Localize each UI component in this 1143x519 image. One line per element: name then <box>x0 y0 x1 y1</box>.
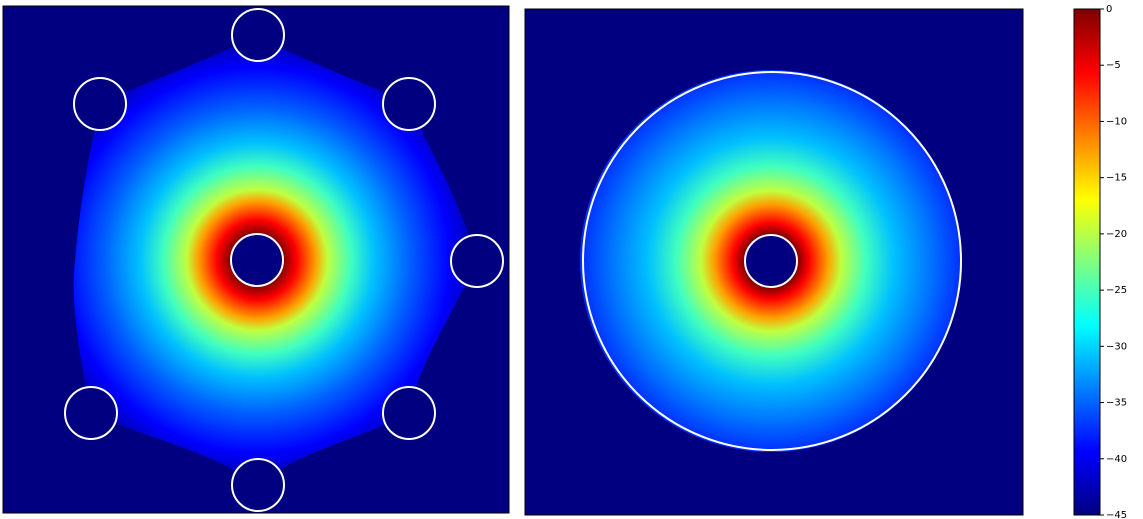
colorbar <box>1073 8 1101 516</box>
right-panel <box>524 8 1024 516</box>
colorbar-tick-label: −5 <box>1106 60 1121 71</box>
colorbar-tick-label: −10 <box>1106 116 1127 127</box>
colorbar-tick-label: −25 <box>1106 285 1127 296</box>
left-panel <box>2 5 510 514</box>
outer-boundary <box>582 71 962 451</box>
holes <box>64 8 504 512</box>
colorbar-tick-label: −40 <box>1106 454 1127 465</box>
frame <box>2 5 510 514</box>
colorbar-tick-label: −45 <box>1106 510 1127 519</box>
hole <box>744 234 798 288</box>
colorbar-tick-label: −20 <box>1106 229 1127 240</box>
colorbar-tick-label: 0 <box>1106 4 1112 15</box>
colorbar-tick-label: −15 <box>1106 173 1127 184</box>
colorbar-tick-label: −35 <box>1106 398 1127 409</box>
colorbar-tick-label: −30 <box>1106 341 1127 352</box>
frame <box>524 8 1024 516</box>
